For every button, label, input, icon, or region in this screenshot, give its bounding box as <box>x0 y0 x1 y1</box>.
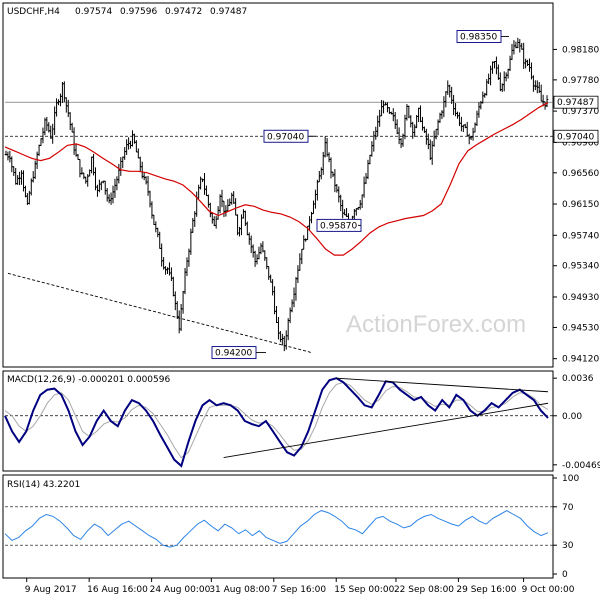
annotation-label: 0.97040 <box>267 132 304 142</box>
ma-line <box>4 102 549 256</box>
rsi-tick-label: 100 <box>562 474 579 484</box>
price-tick-label: 0.97780 <box>562 76 599 86</box>
price-tick-label: 0.96560 <box>562 169 599 179</box>
macd-tick-label: 0.0036 <box>562 374 594 384</box>
macd-panel: MACD(12,26,9) -0.000201 0.000596 0.00360… <box>2 370 600 472</box>
ohlc-high: 0.97596 <box>120 7 157 17</box>
rsi-tick-label: 0 <box>562 570 568 580</box>
x-axis: 9 Aug 2017 16 Aug 16:00 24 Aug 00:00 31 Aug… <box>25 578 575 595</box>
macd-trendline <box>223 402 549 458</box>
x-tick-label: 29 Sep 16:00 <box>456 585 516 595</box>
macd-lines <box>4 377 549 468</box>
price-y-axis: 0.98180 0.97780 0.97370 0.96960 0.96560 0.961… <box>5 45 599 365</box>
current-price-label: 0.97487 <box>557 98 594 108</box>
price-tick-label: 0.98180 <box>562 45 599 55</box>
rsi-line <box>4 510 549 548</box>
rsi-tick-label: 30 <box>562 541 574 551</box>
x-tick-label: 31 Aug 08:00 <box>209 585 270 595</box>
price-tick-label: 0.96960 <box>562 138 599 148</box>
signal-line <box>4 381 549 459</box>
macd-trendline <box>336 377 549 393</box>
rsi-y-axis: 100 70 30 0 <box>5 474 579 580</box>
level-label: 0.97040 <box>557 132 594 142</box>
x-tick-label: 24 Aug 00:00 <box>150 585 211 595</box>
macd-tick-label: -0.004696 <box>562 461 600 471</box>
level-line: 0.97040 <box>5 129 599 143</box>
price-tick-label: 0.94930 <box>562 293 599 303</box>
x-tick-label: 22 Sep 08:00 <box>394 585 454 595</box>
rsi-title: RSI(14) 43.2201 <box>7 480 80 490</box>
rsi-panel: RSI(14) 43.2201 100 70 30 0 <box>2 474 579 580</box>
x-tick-label: 15 Sep 00:00 <box>334 585 394 595</box>
current-price-box <box>553 95 599 109</box>
moving-average <box>4 102 549 256</box>
level-box <box>553 129 599 143</box>
price-panel: USDCHF,H4 0.97574 0.97596 0.97472 0.9748… <box>2 2 599 368</box>
x-tick-label: 7 Sep 16:00 <box>272 585 327 595</box>
price-tick-label: 0.96150 <box>562 200 599 210</box>
rsi-tick-label: 70 <box>562 503 574 513</box>
price-tick-label: 0.95740 <box>562 231 599 241</box>
macd-tick-label: 0.00 <box>562 412 582 422</box>
rsi-line <box>4 510 549 548</box>
annotation-label: 0.94200 <box>215 349 252 359</box>
annotation-label: 0.95870 <box>320 221 357 231</box>
macd-line <box>4 377 549 468</box>
ohlc-open: 0.97574 <box>75 7 112 17</box>
watermark: ActionForex.com <box>346 311 526 338</box>
ohlc-low: 0.97472 <box>165 7 202 17</box>
ohlc-close: 0.97487 <box>210 7 247 17</box>
price-tick-label: 0.94530 <box>562 323 599 333</box>
dashed-trendline <box>7 272 312 354</box>
macd-y-axis: 0.0036 0.00 -0.004696 <box>5 374 600 471</box>
candles <box>4 37 549 352</box>
price-title: USDCHF,H4 <box>7 7 60 17</box>
x-tick-label: 9 Oct 00:00 <box>522 585 575 595</box>
price-tick-label: 0.94120 <box>562 355 599 365</box>
annotation-label: 0.98350 <box>460 32 497 42</box>
x-tick-label: 9 Aug 2017 <box>25 585 77 595</box>
x-tick-label: 16 Aug 16:00 <box>87 585 148 595</box>
macd-title: MACD(12,26,9) -0.000201 0.000596 <box>7 375 170 385</box>
price-tick-label: 0.97370 <box>562 107 599 117</box>
price-tick-label: 0.95340 <box>562 262 599 272</box>
support-trendline <box>7 272 312 354</box>
price-annotations: 0.98350 0.97040 0.95870 0.94200 <box>211 30 509 360</box>
